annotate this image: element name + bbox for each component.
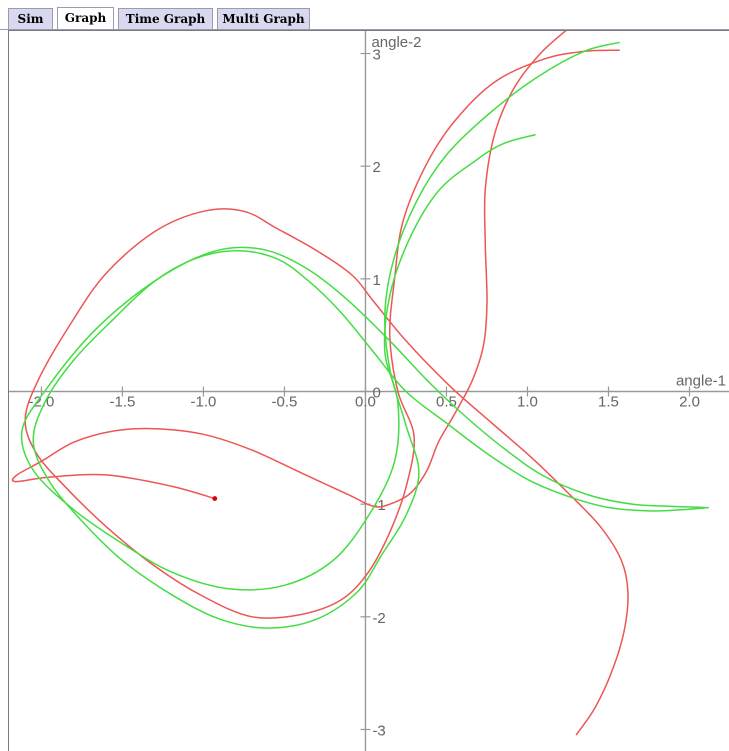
x-axis-label: angle-1 [676, 373, 726, 390]
trajectory-line-1 [11, 31, 567, 508]
x-tick-label: 1.0 [517, 394, 538, 411]
trajectory-line-4 [20, 133, 706, 591]
tab-time-graph[interactable]: Time Graph [118, 8, 213, 29]
y-tick-label: -3 [372, 722, 385, 739]
x-tick-label: 1.5 [598, 394, 619, 411]
phase-plot[interactable]: -2.0 -1.5 -1.0 -0.5 0.0 0.5 1.0 1.5 2.0-3-2-1012… [9, 31, 729, 751]
tab-bar-divider [0, 29, 729, 30]
series-layer [11, 31, 709, 736]
y-tick-label: 2 [372, 159, 380, 176]
tab-sim[interactable]: Sim [8, 8, 53, 29]
axis-ticks: -2.0 -1.5 -1.0 -0.5 0.0 0.5 1.0 1.5 2.0-3-2-1012… [28, 47, 699, 740]
x-tick-label: 0.0 [355, 394, 376, 411]
y-tick-label: 0 [372, 385, 380, 402]
x-tick-label: 0.5 [436, 394, 457, 411]
y-tick-label: 3 [372, 47, 380, 64]
current-state-marker [212, 496, 218, 501]
graph-panel[interactable]: -2.0 -1.5 -1.0 -0.5 0.0 0.5 1.0 1.5 2.0 -3 -2 -1 0 1 2… [8, 30, 729, 751]
y-tick-label: 1 [372, 272, 380, 289]
tab-graph[interactable]: Graph [57, 7, 114, 30]
x-tick-label: -1.5 [109, 394, 135, 411]
y-tick-label: -2 [372, 610, 385, 627]
x-tick-label: -0.5 [272, 394, 298, 411]
tab-multi-graph[interactable]: Multi Graph [217, 8, 310, 29]
trajectory-line-3 [32, 41, 709, 629]
tab-bar: Sim Graph Time Graph Multi Graph [0, 0, 729, 30]
x-tick-label: 2.0 [679, 394, 700, 411]
y-axis-label: angle-2 [371, 34, 421, 51]
y-tick-label: -1 [372, 497, 385, 514]
x-tick-label: -1.0 [190, 394, 216, 411]
